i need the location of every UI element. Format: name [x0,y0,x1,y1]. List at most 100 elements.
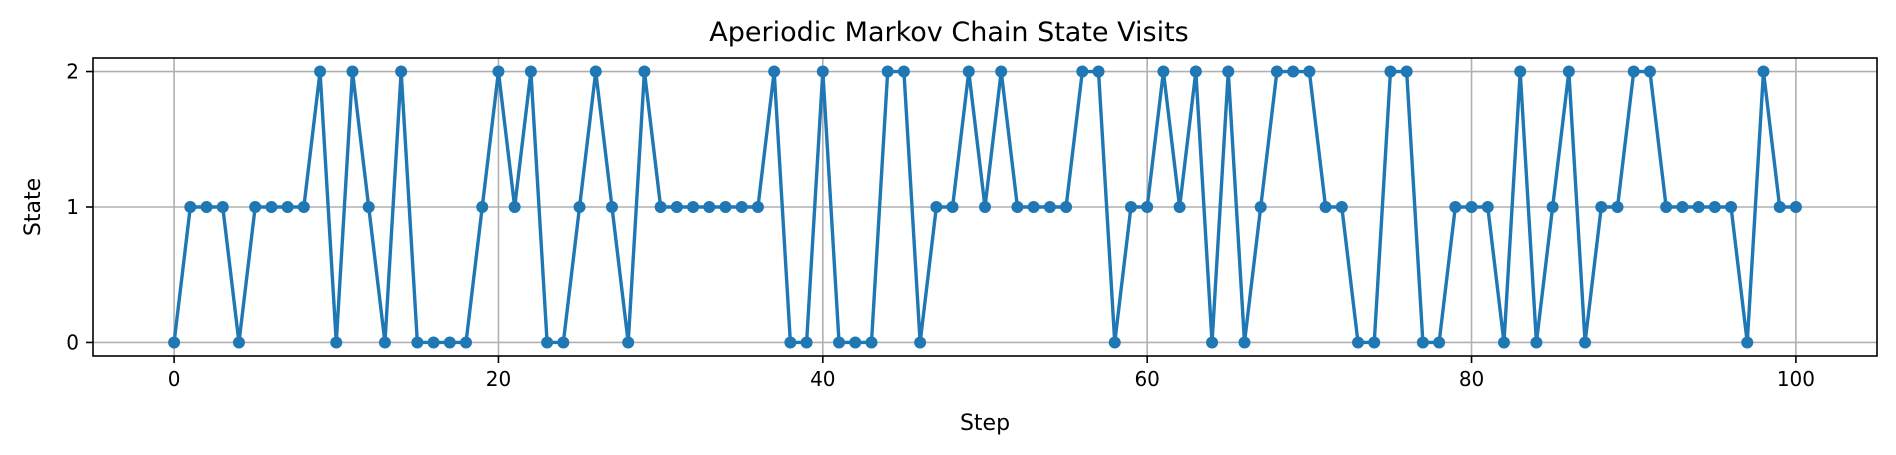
data-point-7 [281,201,294,213]
data-point-52 [1011,201,1024,213]
data-point-33 [703,201,716,213]
y-tick-label-1: 1 [66,195,79,219]
data-point-0 [168,336,181,349]
x-axis-label: Step [960,411,1010,436]
data-point-63 [1189,65,1202,78]
data-point-29 [638,65,651,78]
data-point-23 [541,336,554,349]
data-point-80 [1465,201,1478,213]
data-point-4 [232,336,245,349]
data-point-87 [1579,336,1592,349]
data-point-51 [995,65,1008,78]
data-point-68 [1270,65,1283,78]
data-point-22 [524,65,537,78]
x-tick-label-20: 20 [486,367,511,391]
data-point-36 [751,201,764,213]
data-point-89 [1611,201,1624,213]
data-point-79 [1449,201,1462,213]
data-point-10 [330,336,343,349]
data-point-73 [1352,336,1365,349]
data-point-55 [1060,201,1073,213]
data-point-34 [719,201,732,213]
data-point-98 [1757,65,1770,78]
y-axis-label: State [21,178,46,236]
x-tick-label-80: 80 [1459,367,1484,391]
data-point-50 [979,201,991,213]
data-point-65 [1222,65,1235,78]
data-point-19 [476,201,489,213]
data-point-82 [1497,336,1510,349]
data-point-86 [1562,65,1575,78]
data-point-95 [1708,201,1721,213]
data-point-27 [605,201,618,213]
data-point-14 [395,65,408,78]
data-point-30 [654,201,667,213]
data-point-32 [687,201,700,213]
data-point-6 [265,201,278,213]
data-point-15 [411,336,424,349]
series-state [168,65,1802,349]
data-point-70 [1303,65,1316,78]
data-point-59 [1124,201,1137,213]
data-point-31 [670,201,683,213]
axis-ticks: 0 20 40 60 80 100 0 1 2 [66,60,1815,391]
data-point-25 [573,201,586,213]
x-tick-label-100: 100 [1777,367,1815,391]
data-point-76 [1400,65,1413,78]
data-point-28 [622,336,635,349]
data-point-44 [881,65,894,78]
data-point-45 [897,65,910,78]
data-point-48 [946,201,959,213]
data-point-78 [1433,336,1446,349]
data-point-11 [346,65,359,78]
data-point-21 [508,201,521,213]
x-tick-label-0: 0 [168,367,181,391]
data-point-99 [1773,201,1786,213]
data-point-8 [297,201,310,213]
data-point-61 [1157,65,1170,78]
data-point-43 [865,336,878,349]
data-point-81 [1481,201,1494,213]
data-point-92 [1660,201,1673,213]
data-point-2 [200,201,213,213]
data-point-47 [930,201,943,213]
data-point-54 [1043,201,1056,213]
data-point-53 [1027,201,1040,213]
data-point-42 [849,336,862,349]
data-point-17 [443,336,456,349]
x-tick-label-60: 60 [1134,367,1159,391]
data-point-57 [1092,65,1105,78]
x-tick-label-40: 40 [810,367,835,391]
data-point-5 [249,201,262,213]
data-point-77 [1416,336,1429,349]
data-point-37 [768,65,781,78]
data-point-60 [1141,201,1154,213]
data-point-94 [1692,201,1705,213]
data-point-90 [1627,65,1640,78]
data-point-38 [784,336,797,349]
data-point-13 [378,336,391,349]
data-point-64 [1206,336,1219,349]
data-point-67 [1254,201,1267,213]
data-point-72 [1335,201,1348,213]
data-point-18 [460,336,473,349]
data-point-96 [1725,201,1738,213]
data-point-16 [427,336,440,349]
data-point-56 [1076,65,1089,78]
data-point-40 [816,65,829,78]
data-point-91 [1643,65,1656,78]
y-tick-label-0: 0 [66,330,79,354]
data-point-12 [362,201,375,213]
data-point-62 [1173,201,1186,213]
data-point-71 [1319,201,1332,213]
data-point-66 [1238,336,1251,349]
data-point-46 [914,336,927,349]
data-point-69 [1287,65,1300,78]
data-point-83 [1514,65,1527,78]
data-point-84 [1530,336,1543,349]
chart-title: Aperiodic Markov Chain State Visits [709,17,1188,48]
data-point-3 [216,201,229,213]
data-point-97 [1741,336,1754,349]
data-point-85 [1546,201,1559,213]
data-point-26 [589,65,602,78]
